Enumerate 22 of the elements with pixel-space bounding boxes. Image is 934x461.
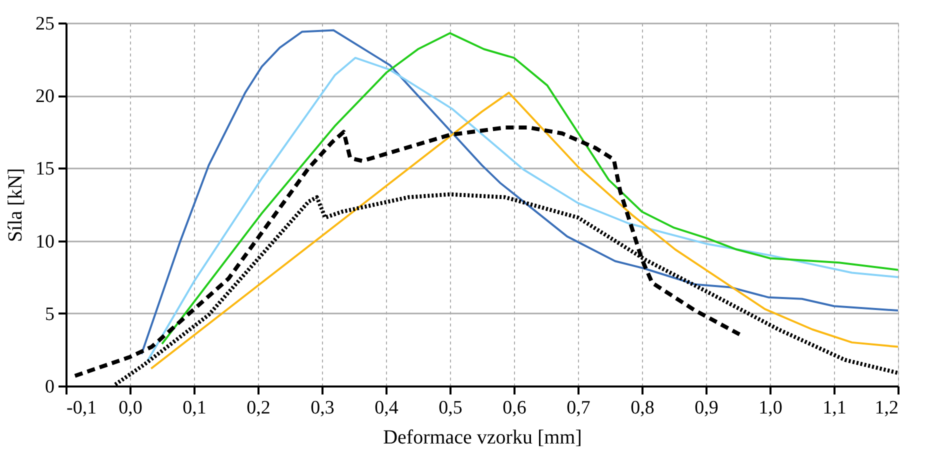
x-tick-label: 0,7	[566, 398, 590, 418]
x-tick-label: 0,1	[182, 398, 206, 418]
x-tick-label: -0,1	[66, 398, 97, 418]
y-tick-label: 25	[36, 14, 54, 34]
x-tick-label: 1,0	[758, 398, 782, 418]
x-tick-label: 0,4	[374, 398, 399, 418]
y-tick-label: 0	[45, 376, 54, 398]
y-tick-label: 15	[36, 158, 54, 180]
x-tick-label: 0,6	[502, 398, 526, 418]
y-axis-title: Síla [kN]	[4, 168, 26, 242]
x-axis-title: Deformace vzorku [mm]	[383, 426, 582, 448]
x-tick-label: 0,9	[694, 398, 718, 418]
x-tick-label: 0,0	[118, 398, 142, 418]
x-tick-label: 0,2	[246, 398, 270, 418]
x-tick-label: 0,3	[310, 398, 334, 418]
y-tick-label: 5	[45, 304, 54, 325]
x-tick-label: 1,1	[822, 398, 846, 418]
x-tick-label: 0,5	[438, 398, 462, 418]
y-tick-label: 10	[36, 231, 54, 252]
x-tick-label: 1,2	[874, 398, 898, 418]
y-tick-label: 20	[36, 86, 54, 108]
x-tick-label: 0,8	[630, 398, 654, 418]
